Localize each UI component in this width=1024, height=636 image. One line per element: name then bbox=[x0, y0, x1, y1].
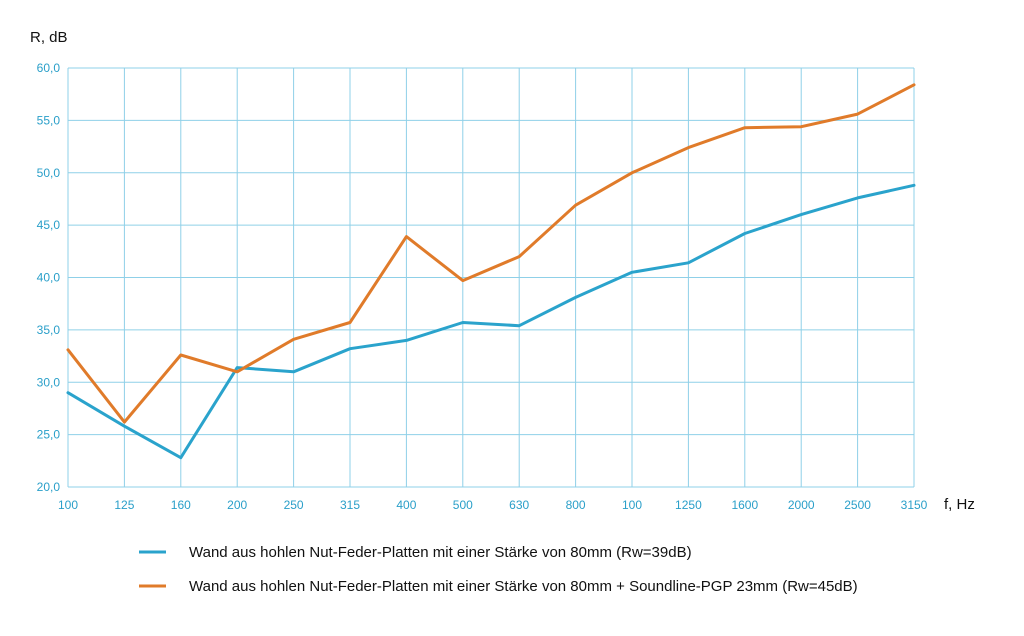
y-tick-label: 35,0 bbox=[37, 323, 61, 337]
x-tick-label: 800 bbox=[566, 498, 586, 512]
series-line-1 bbox=[66, 183, 916, 460]
x-tick-label: 2000 bbox=[788, 498, 815, 512]
y-axis-ticks: 20,0 25,0 30,0 35,0 40,0 45,0 50,0 55,0 60,0 bbox=[37, 61, 61, 494]
x-tick-label: 125 bbox=[114, 498, 134, 512]
x-tick-label: 500 bbox=[453, 498, 473, 512]
x-tick-label: 200 bbox=[227, 498, 247, 512]
x-tick-label: 1250 bbox=[675, 498, 702, 512]
y-tick-label: 45,0 bbox=[37, 218, 61, 232]
chart-grid bbox=[67, 67, 915, 488]
y-tick-label: 55,0 bbox=[37, 113, 61, 127]
legend-label: Wand aus hohlen Nut-Feder-Platten mit ei… bbox=[189, 578, 858, 595]
series-lines bbox=[66, 83, 916, 460]
series-line-2 bbox=[66, 83, 916, 424]
x-tick-label: 1600 bbox=[731, 498, 758, 512]
x-axis-label: f, Hz bbox=[944, 496, 975, 513]
x-tick-label: 100 bbox=[58, 498, 78, 512]
y-tick-label: 30,0 bbox=[37, 375, 61, 389]
y-tick-label: 20,0 bbox=[37, 480, 61, 494]
x-tick-label: 160 bbox=[171, 498, 191, 512]
y-tick-label: 25,0 bbox=[37, 428, 61, 442]
legend-label: Wand aus hohlen Nut-Feder-Platten mit ei… bbox=[189, 544, 692, 561]
y-axis-label: R, dB bbox=[30, 29, 68, 46]
x-tick-label: 315 bbox=[340, 498, 360, 512]
x-tick-label: 3150 bbox=[901, 498, 928, 512]
x-tick-label: 100 bbox=[622, 498, 642, 512]
y-tick-label: 40,0 bbox=[37, 271, 61, 285]
x-tick-label: 2500 bbox=[844, 498, 871, 512]
x-tick-label: 630 bbox=[509, 498, 529, 512]
legend: Wand aus hohlen Nut-Feder-Platten mit ei… bbox=[139, 544, 858, 595]
x-tick-label: 400 bbox=[396, 498, 416, 512]
x-tick-label: 250 bbox=[284, 498, 304, 512]
x-axis-ticks: 100 125 160 200 250 315 400 500 630 800 100 1250 160… bbox=[58, 498, 928, 512]
y-tick-label: 60,0 bbox=[37, 61, 61, 75]
y-tick-label: 50,0 bbox=[37, 166, 61, 180]
